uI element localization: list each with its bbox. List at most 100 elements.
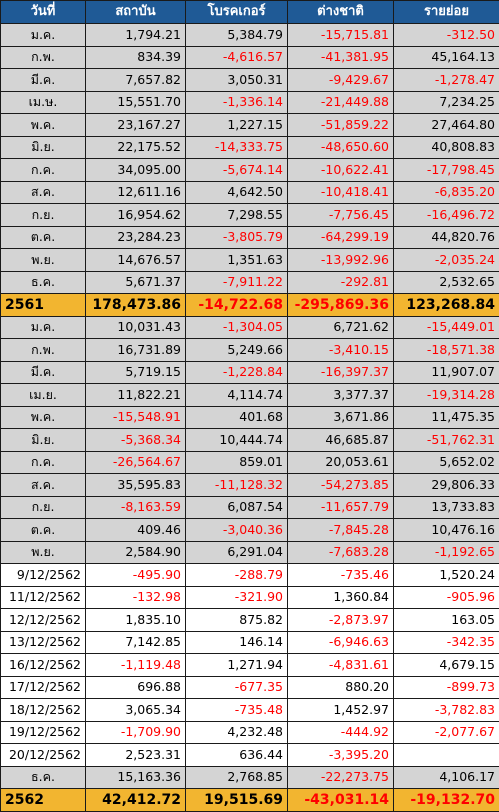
row-label: 11/12/2562 <box>1 586 86 609</box>
retail-value: 10,476.16 <box>394 519 499 542</box>
row-label: ก.ย. <box>1 496 86 519</box>
retail-value: 163.05 <box>394 609 499 632</box>
foreign-value: 6,721.62 <box>288 316 394 339</box>
row-label: 9/12/2562 <box>1 564 86 587</box>
institution-value: 34,095.00 <box>86 159 186 182</box>
institution-value: 10,031.43 <box>86 316 186 339</box>
foreign-value: 1,360.84 <box>288 586 394 609</box>
retail-value: -15,449.01 <box>394 316 499 339</box>
institution-value: 178,473.86 <box>86 294 186 317</box>
row-label: 18/12/2562 <box>1 699 86 722</box>
foreign-value: -54,273.85 <box>288 474 394 497</box>
broker-value: 146.14 <box>186 631 288 654</box>
retail-value: -3,782.83 <box>394 699 499 722</box>
institution-value: 16,731.89 <box>86 339 186 362</box>
broker-value: -3,040.36 <box>186 519 288 542</box>
institution-value: -1,709.90 <box>86 721 186 744</box>
foreign-value: -11,657.79 <box>288 496 394 519</box>
foreign-value: -48,650.60 <box>288 136 394 159</box>
institution-value: 23,167.27 <box>86 114 186 137</box>
retail-value: 11,907.07 <box>394 361 499 384</box>
foreign-value: -735.46 <box>288 564 394 587</box>
foreign-value: -3,395.20 <box>288 744 394 767</box>
foreign-value: -22,273.75 <box>288 766 394 789</box>
broker-value: -677.35 <box>186 676 288 699</box>
institution-value: 7,657.82 <box>86 69 186 92</box>
broker-value: -1,304.05 <box>186 316 288 339</box>
row-label: มิ.ย. <box>1 429 86 452</box>
institution-value: -8,163.59 <box>86 496 186 519</box>
retail-value: -19,314.28 <box>394 384 499 407</box>
institution-value: 834.39 <box>86 46 186 69</box>
institution-value: -26,564.67 <box>86 451 186 474</box>
foreign-value: -51,859.22 <box>288 114 394 137</box>
row-label: ก.ย. <box>1 204 86 227</box>
retail-value: 29,806.33 <box>394 474 499 497</box>
broker-value: 4,642.50 <box>186 181 288 204</box>
foreign-value: 3,671.86 <box>288 406 394 429</box>
foreign-value: -7,756.45 <box>288 204 394 227</box>
retail-value <box>394 744 499 767</box>
foreign-value: -2,873.97 <box>288 609 394 632</box>
institution-value: 16,954.62 <box>86 204 186 227</box>
foreign-value: -292.81 <box>288 271 394 294</box>
institution-value: 7,142.85 <box>86 631 186 654</box>
row-label: 17/12/2562 <box>1 676 86 699</box>
header-institution: สถาบัน <box>86 1 186 24</box>
foreign-value: 3,377.37 <box>288 384 394 407</box>
row-label: 2562 <box>1 789 86 812</box>
retail-value: -18,571.38 <box>394 339 499 362</box>
institution-value: 5,719.15 <box>86 361 186 384</box>
foreign-value: -6,946.63 <box>288 631 394 654</box>
retail-value: 40,808.83 <box>394 136 499 159</box>
foreign-value: -41,381.95 <box>288 46 394 69</box>
institution-value: 2,523.31 <box>86 744 186 767</box>
foreign-value: -64,299.19 <box>288 226 394 249</box>
header-broker: โบรคเกอร์ <box>186 1 288 24</box>
header-date: วันที่ <box>1 1 86 24</box>
row-label: ต.ค. <box>1 519 86 542</box>
foreign-value: -444.92 <box>288 721 394 744</box>
row-label: 20/12/2562 <box>1 744 86 767</box>
broker-value: 1,351.63 <box>186 249 288 272</box>
broker-value: -1,336.14 <box>186 91 288 114</box>
institution-value: 409.46 <box>86 519 186 542</box>
row-label: 2561 <box>1 294 86 317</box>
retail-value: 27,464.80 <box>394 114 499 137</box>
institution-value: 1,835.10 <box>86 609 186 632</box>
broker-value: -1,228.84 <box>186 361 288 384</box>
broker-value: 3,050.31 <box>186 69 288 92</box>
retail-value: 1,520.24 <box>394 564 499 587</box>
broker-value: -11,128.32 <box>186 474 288 497</box>
retail-value: -905.96 <box>394 586 499 609</box>
institution-value: 696.88 <box>86 676 186 699</box>
foreign-value: 1,452.97 <box>288 699 394 722</box>
institution-value: 1,794.21 <box>86 24 186 47</box>
institution-value: 15,163.36 <box>86 766 186 789</box>
institution-value: -132.98 <box>86 586 186 609</box>
table-row: ก.ค.34,095.00-5,674.14-10,622.41-17,798.… <box>1 159 499 182</box>
foreign-value: -295,869.36 <box>288 294 394 317</box>
institution-value: -5,368.34 <box>86 429 186 452</box>
row-label: ส.ค. <box>1 181 86 204</box>
broker-value: -321.90 <box>186 586 288 609</box>
row-label: เม.ย. <box>1 384 86 407</box>
institution-value: 2,584.90 <box>86 541 186 564</box>
row-label: มี.ค. <box>1 69 86 92</box>
